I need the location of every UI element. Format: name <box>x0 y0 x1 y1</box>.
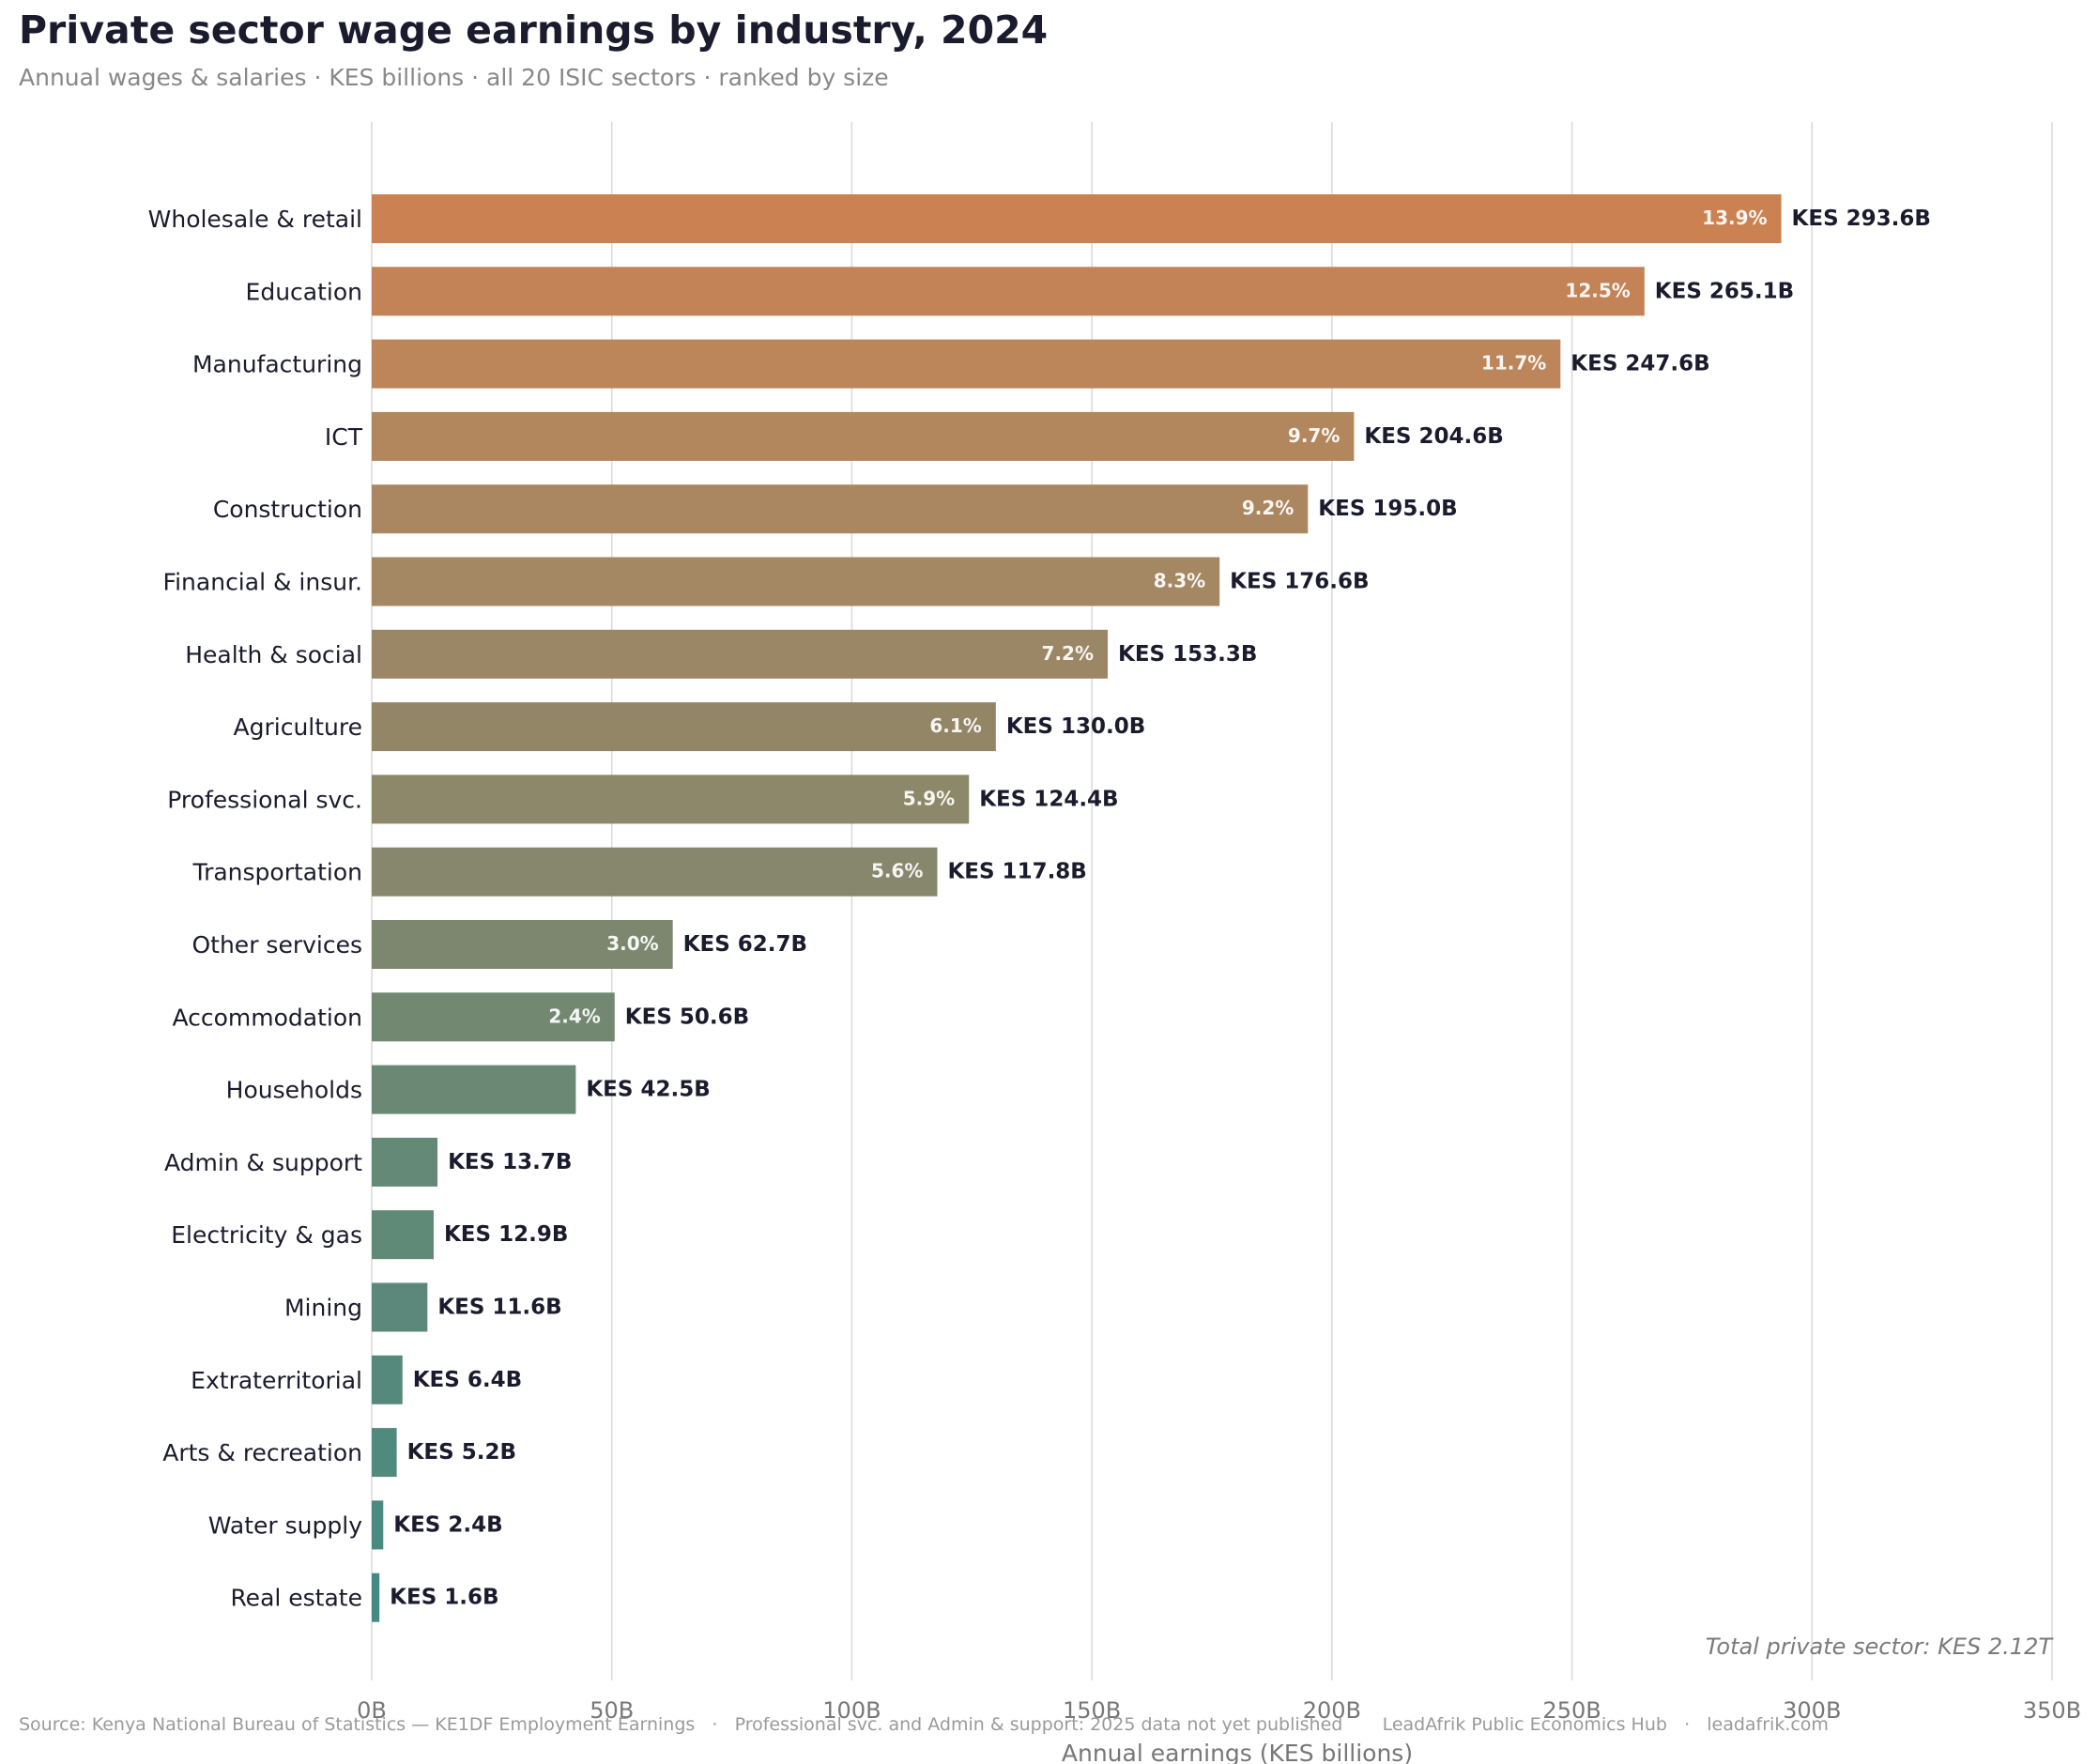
bar <box>372 992 615 1042</box>
bar <box>372 1137 438 1187</box>
category-label: Health & social <box>185 641 362 668</box>
share-label: 6.1% <box>929 714 981 737</box>
bar <box>372 920 673 969</box>
share-label: 11.7% <box>1481 352 1546 375</box>
share-label: 7.2% <box>1042 642 1094 665</box>
share-label: 5.6% <box>871 860 923 882</box>
share-label: 5.9% <box>903 787 955 809</box>
bar <box>372 1428 397 1478</box>
source-footer: Source: Kenya National Bureau of Statist… <box>19 1714 1829 1735</box>
bar <box>372 1500 384 1550</box>
bar <box>372 1572 380 1622</box>
category-label: Manufacturing <box>192 351 362 378</box>
total-annotation: Total private sector: KES 2.12T <box>1706 1634 2055 1660</box>
value-label: KES 6.4B <box>413 1368 522 1392</box>
bar <box>372 194 1782 243</box>
bar <box>372 702 996 752</box>
value-label: KES 153.3B <box>1118 642 1257 667</box>
value-label: KES 62.7B <box>683 932 807 957</box>
value-label: KES 50.6B <box>625 1005 749 1029</box>
bar <box>372 1282 428 1332</box>
x-tick-label: 150B <box>1063 1697 1121 1724</box>
category-label: Education <box>246 278 362 305</box>
category-label: Transportation <box>192 859 362 886</box>
bar <box>372 339 1561 389</box>
value-label: KES 117.8B <box>947 860 1086 884</box>
category-label: Households <box>226 1077 362 1104</box>
bar <box>372 267 1645 316</box>
value-label: KES 130.0B <box>1006 714 1145 739</box>
x-tick-label: 300B <box>1783 1697 1841 1724</box>
category-label: Professional svc. <box>167 786 362 813</box>
share-label: 3.0% <box>606 932 658 955</box>
category-label: Arts & recreation <box>162 1439 362 1466</box>
x-axis-label: Annual earnings (KES billions) <box>1062 1740 1413 1764</box>
category-label: Water supply <box>208 1511 362 1539</box>
x-tick-label: 100B <box>822 1697 881 1724</box>
category-label: Electricity & gas <box>171 1221 362 1249</box>
bars <box>372 194 1782 1622</box>
category-label: Accommodation <box>172 1004 362 1031</box>
bar <box>372 411 1355 461</box>
x-tick-labels: 0B 50B 100B 150B 200B 250B 300B 350B <box>357 1697 2081 1724</box>
category-label: ICT <box>325 423 363 451</box>
chart-title: Private sector wage earnings by industry… <box>19 8 1049 53</box>
value-label: KES 12.9B <box>444 1222 568 1247</box>
value-label: KES 2.4B <box>393 1512 502 1537</box>
share-labels: 13.9% 12.5% 11.7% 9.7% 9.2% 8.3% 7.2% 6.1% 5.9% 5… <box>548 207 1767 1027</box>
category-label: Financial & insur. <box>163 569 362 596</box>
share-label: 2.4% <box>548 1005 600 1027</box>
share-label: 9.7% <box>1288 424 1340 447</box>
value-label: KES 1.6B <box>390 1586 498 1610</box>
chart-subtitle: Annual wages & salaries · KES billions ·… <box>19 64 889 91</box>
value-label: KES 124.4B <box>979 787 1118 811</box>
value-label: KES 176.6B <box>1230 570 1369 594</box>
bar <box>372 1065 576 1114</box>
value-label: KES 247.6B <box>1570 352 1709 376</box>
share-label: 9.2% <box>1242 497 1294 519</box>
share-label: 12.5% <box>1565 279 1630 301</box>
share-label: 13.9% <box>1702 207 1767 229</box>
bar <box>372 775 970 824</box>
category-label: Construction <box>213 496 362 523</box>
value-label: KES 11.6B <box>437 1296 561 1320</box>
value-label: KES 204.6B <box>1364 424 1503 449</box>
category-label: Admin & support <box>164 1149 362 1176</box>
bar <box>372 1355 403 1404</box>
bar <box>372 557 1220 606</box>
bar <box>372 484 1309 534</box>
category-labels: Wholesale & retail Education Manufacturing… <box>148 206 363 1612</box>
x-tick-label: 0B <box>357 1697 387 1724</box>
x-tick-label: 350B <box>2023 1697 2081 1724</box>
value-label: KES 265.1B <box>1655 279 1794 303</box>
category-label: Extraterritorial <box>191 1367 362 1394</box>
x-tick-label: 50B <box>590 1697 634 1724</box>
value-label: KES 13.7B <box>448 1150 572 1174</box>
category-label: Mining <box>284 1295 362 1322</box>
value-label: KES 42.5B <box>586 1078 710 1102</box>
category-label: Agriculture <box>234 713 363 741</box>
x-tick-label: 250B <box>1542 1697 1601 1724</box>
value-labels: KES 293.6B KES 265.1B KES 247.6B KES 204.6B… <box>390 207 1931 1610</box>
bar <box>372 1210 434 1260</box>
value-label: KES 5.2B <box>407 1440 516 1465</box>
bar <box>372 629 1109 679</box>
bar <box>372 847 938 897</box>
value-label: KES 293.6B <box>1792 207 1931 231</box>
value-label: KES 195.0B <box>1318 497 1457 521</box>
share-label: 8.3% <box>1154 570 1205 592</box>
x-tick-label: 200B <box>1303 1697 1361 1724</box>
category-label: Other services <box>192 931 362 959</box>
category-label: Real estate <box>230 1585 362 1612</box>
category-label: Wholesale & retail <box>148 206 362 233</box>
